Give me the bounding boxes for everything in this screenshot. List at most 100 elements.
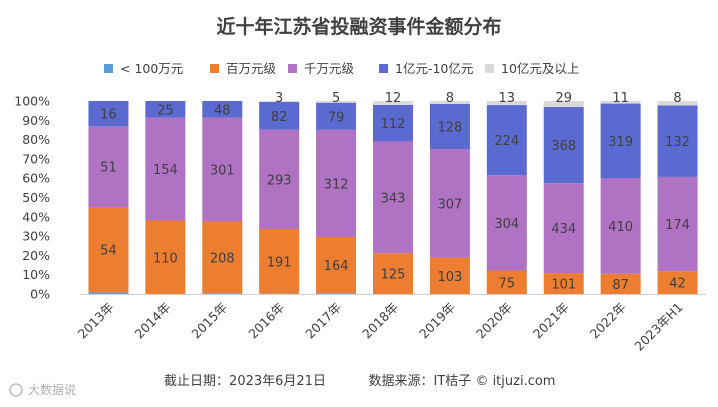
bar-segment-7-4 [486, 101, 527, 106]
data-label-5-2: 343 [381, 191, 406, 206]
data-label-2-3: 48 [214, 103, 231, 118]
data-label-6-1: 103 [437, 270, 462, 285]
data-label-7-3: 224 [494, 134, 519, 149]
logo-icon [9, 383, 23, 397]
bar-segment-9-3 [600, 103, 641, 179]
data-label-9-4: 11 [612, 91, 629, 106]
data-label-0-2: 51 [100, 161, 117, 176]
bar-segment-4-2 [316, 129, 357, 237]
y-axis: 0% 10% 20% 30% 40% 50% 60% 70% 80% 90% 100% [14, 94, 50, 302]
data-label-1-1: 110 [153, 251, 178, 266]
data-label-3-1: 191 [267, 255, 292, 270]
bar-segment-10-1 [657, 271, 698, 294]
y-tick-label: 10% [22, 267, 50, 282]
legend-swatch-0 [104, 64, 113, 73]
x-tick-label: 2019年 [416, 300, 458, 342]
bar-segment-3-1 [259, 228, 300, 294]
bar-segment-5-1 [373, 253, 413, 294]
data-label-7-2: 304 [494, 217, 519, 232]
data-label-5-1: 125 [381, 268, 406, 283]
y-tick-label: 20% [22, 248, 50, 263]
bar-segment-7-2 [486, 175, 527, 271]
data-label-4-4: 5 [332, 91, 340, 106]
logo: 大数据说 [9, 382, 76, 397]
data-label-6-2: 307 [437, 197, 462, 212]
bar-segment-10-4 [657, 101, 698, 106]
data-labels: 54 51 16 110 154 25 208 301 48 191 293 82 3 164 312 79 5… [100, 91, 690, 293]
x-tick-label: 2013年 [75, 300, 117, 342]
bar-segment-0-1 [88, 206, 129, 293]
bar-segment-4-4 [316, 101, 357, 103]
y-tick-label: 80% [22, 132, 50, 147]
data-label-2-2: 301 [210, 164, 235, 179]
data-label-1-3: 25 [157, 103, 174, 118]
x-tick-label: 2022年 [587, 300, 629, 342]
legend: < 100万元 百万元级 千万元级 1亿元-10亿元 10亿元及以上 [104, 61, 579, 76]
data-label-8-1: 101 [551, 278, 576, 293]
data-label-10-4: 8 [673, 91, 681, 106]
data-label-9-2: 410 [608, 220, 633, 235]
x-tick-label: 2018年 [359, 300, 401, 342]
bar-segment-10-2 [657, 176, 698, 272]
bar-segment-0-0 [88, 292, 129, 294]
bar-segment-1-2 [145, 117, 186, 221]
bar-segment-0-2 [88, 126, 129, 207]
bar-segment-6-1 [429, 257, 470, 294]
data-label-7-1: 75 [499, 276, 516, 291]
footer-date: 截止日期：2023年6月21日 [164, 374, 326, 389]
bar-segment-7-1 [486, 270, 527, 294]
data-label-3-2: 293 [267, 173, 292, 188]
data-label-6-4: 8 [446, 91, 454, 106]
x-tick-label: 2023年H1 [631, 300, 685, 354]
bar-segment-3-4 [259, 101, 300, 103]
data-label-3-4: 3 [275, 91, 283, 106]
bar-segment-2-3 [202, 101, 243, 118]
footer-source: 数据来源：IT桔子 © itjuzi.com [369, 374, 556, 389]
y-tick-label: 90% [22, 113, 50, 128]
bar-segment-8-3 [543, 107, 584, 184]
x-tick-label: 2017年 [302, 300, 344, 342]
bar-segment-7-3 [486, 105, 527, 176]
data-label-10-1: 42 [669, 277, 686, 292]
legend-swatch-3 [379, 64, 388, 73]
chart-title: 近十年江苏省投融资事件金额分布 [216, 15, 501, 38]
data-label-1-2: 154 [153, 163, 178, 178]
bar-segment-6-4 [429, 101, 470, 104]
y-tick-label: 100% [14, 94, 50, 109]
data-label-9-1: 87 [612, 278, 629, 293]
data-label-2-1: 208 [210, 251, 235, 266]
bar-segment-8-4 [543, 101, 584, 108]
bar-segment-2-2 [202, 117, 243, 222]
data-label-3-3: 82 [271, 110, 288, 125]
legend-label-2: 千万元级 [304, 61, 355, 76]
data-label-8-2: 434 [551, 222, 576, 237]
bar-segment-9-2 [600, 178, 641, 274]
bar-segment-4-0 [316, 293, 357, 294]
y-tick-label: 70% [22, 151, 50, 166]
data-label-10-2: 174 [665, 218, 690, 233]
data-label-0-3: 16 [100, 108, 117, 123]
bar-segment-2-1 [202, 221, 243, 294]
legend-label-0: < 100万元 [120, 61, 183, 76]
x-tick-label: 2021年 [530, 300, 572, 342]
bar-segment-5-4 [373, 101, 413, 105]
bar-segment-6-2 [429, 149, 470, 258]
bar-segment-3-2 [259, 129, 300, 229]
bar-segment-5-2 [373, 141, 413, 254]
data-label-8-4: 29 [555, 91, 572, 106]
y-tick-label: 30% [22, 229, 50, 244]
bar-segment-4-3 [316, 102, 357, 130]
data-label-0-1: 54 [100, 244, 117, 259]
y-tick-label: 50% [22, 190, 50, 205]
y-tick-label: 60% [22, 171, 50, 186]
bar-segment-0-3 [88, 101, 129, 127]
bar-segment-9-1 [600, 273, 641, 294]
x-tick-label: 2016年 [245, 300, 287, 342]
x-tick-label: 2015年 [188, 300, 230, 342]
data-label-5-4: 12 [385, 91, 402, 106]
data-label-4-1: 164 [324, 259, 349, 274]
logo-text: 大数据说 [28, 382, 76, 397]
bars [88, 101, 698, 294]
